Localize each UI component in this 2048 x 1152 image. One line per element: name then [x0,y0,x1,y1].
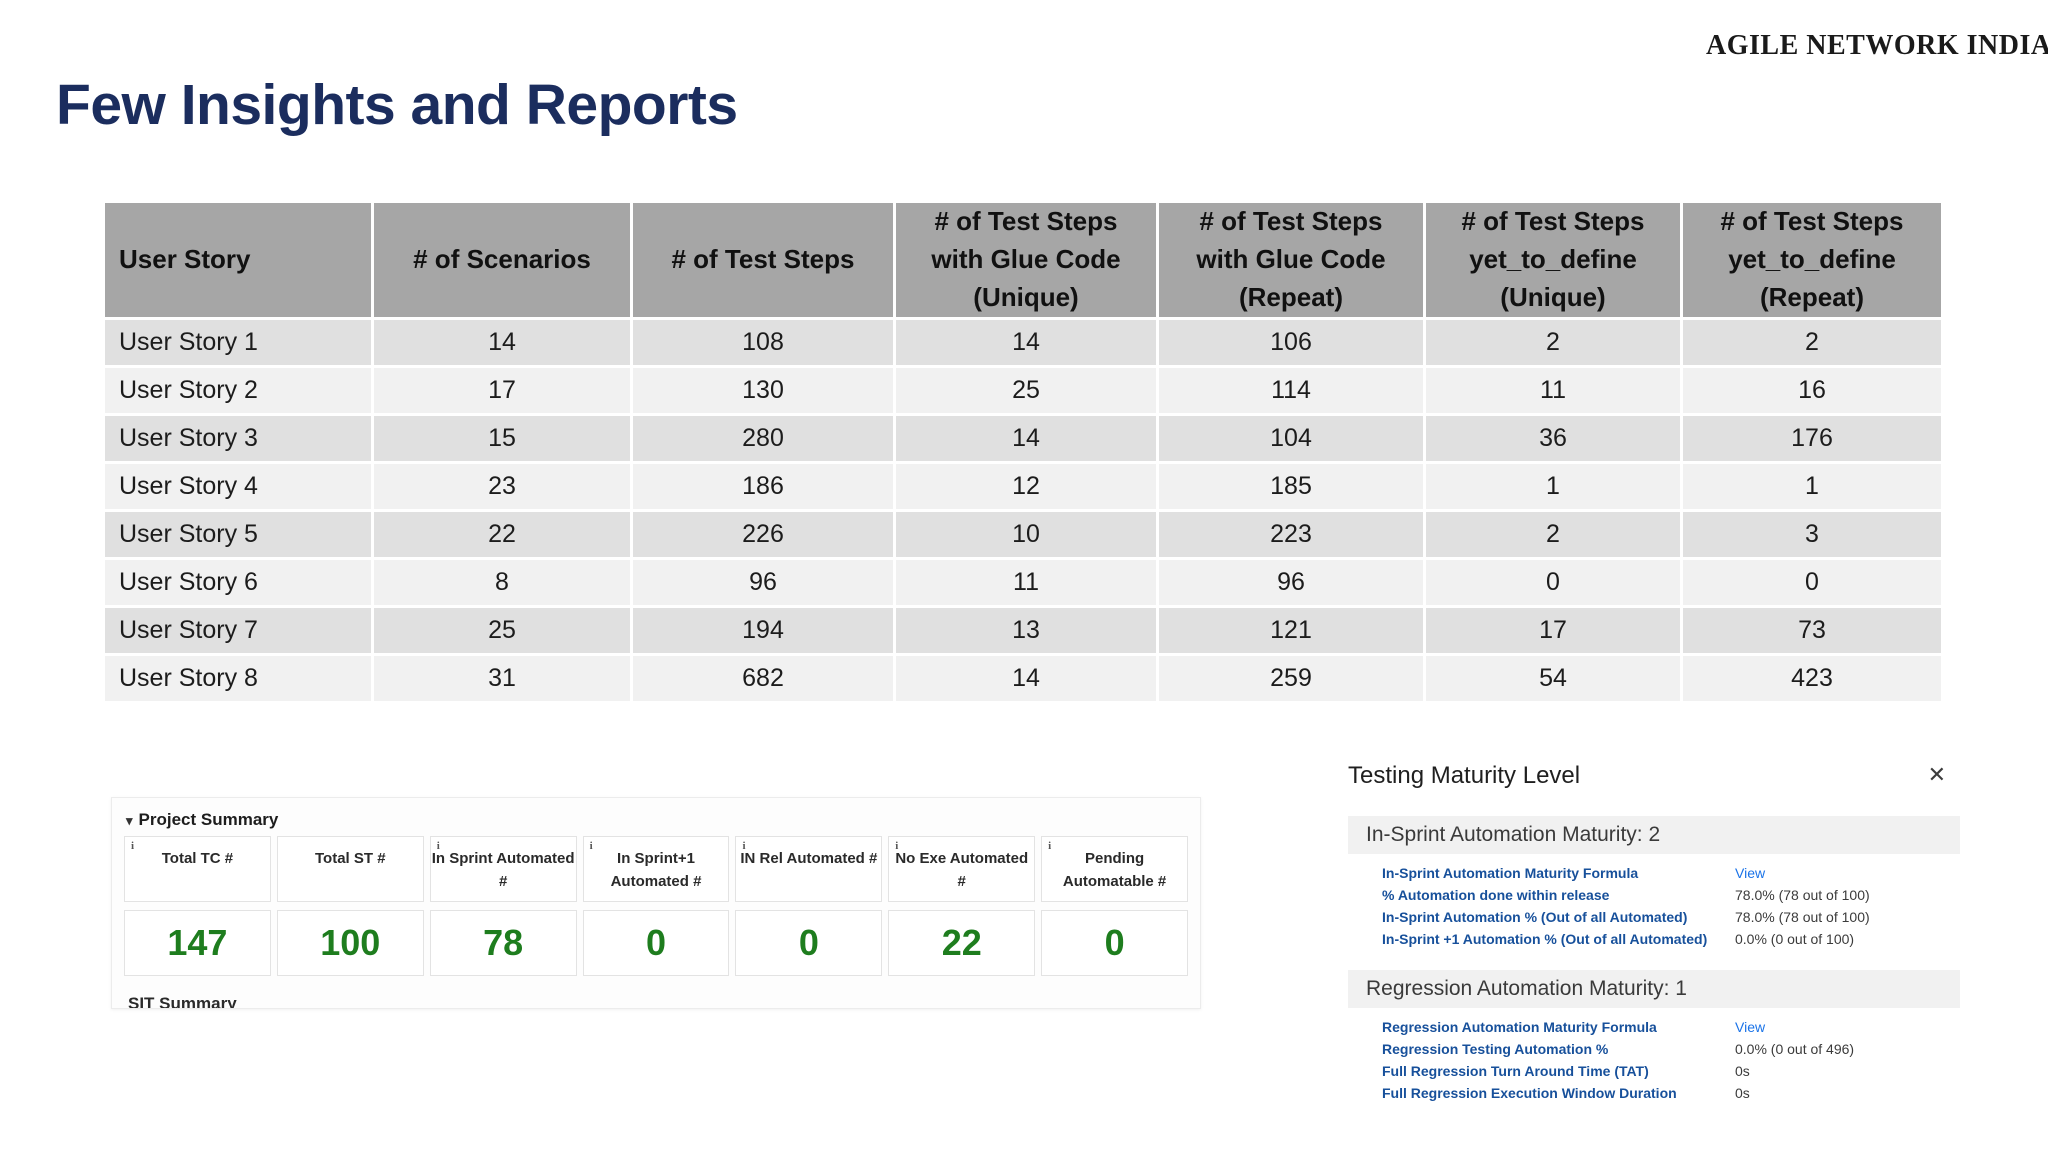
info-icon[interactable]: i [742,840,746,852]
table-header-row: User Story # of Scenarios # of Test Step… [105,203,1941,317]
summary-value-cards: 147 100 78 0 0 22 0 [124,910,1189,976]
info-icon[interactable]: i [436,840,440,852]
value-total-st: 100 [276,910,424,976]
card-total-tc: i Total TC # [124,836,271,902]
value-in-rel-automated: 0 [735,910,883,976]
value-no-exe-automated: 22 [888,910,1036,976]
column-header-scenarios: # of Scenarios [374,203,630,317]
page-title: Few Insights and Reports [56,73,738,137]
metric-row: In-Sprint +1 Automation % (Out of all Au… [1382,931,1855,947]
info-icon[interactable]: i [131,840,135,852]
metric-row: In-Sprint Automation % (Out of all Autom… [1382,909,1870,925]
metric-row: Regression Testing Automation % 0.0% (0 … [1382,1041,1855,1057]
value-pending-automatable: 0 [1041,910,1189,976]
sit-summary-clipped-header[interactable]: SIT Summary [128,994,237,1009]
card-in-sprint-plus1-automated: i In Sprint+1 Automated # [582,836,730,902]
column-header-user-story: User Story [105,203,371,317]
metric-row: Full Regression Execution Window Duratio… [1382,1085,1750,1101]
column-header-glue-unique: # of Test Steps with Glue Code (Unique) [896,203,1156,317]
card-in-sprint-automated: i In Sprint Automated # [429,836,577,902]
chevron-down-icon[interactable]: ▾ [126,813,133,828]
table-row: User Story 5 22 226 10 223 2 3 [105,512,1941,557]
close-icon[interactable]: ✕ [1927,762,1946,787]
table-row: User Story 4 23 186 12 185 1 1 [105,464,1941,509]
column-header-ytd-repeat: # of Test Steps yet_to_define (Repeat) [1683,203,1941,317]
card-no-exe-automated: i No Exe Automated # [888,836,1036,902]
metric-row: Regression Automation Maturity Formula V… [1348,1016,1960,1038]
info-icon[interactable]: i [1048,840,1052,852]
value-total-tc: 147 [124,910,271,976]
info-icon[interactable]: i [589,840,593,852]
card-pending-automatable: i Pending Automatable # [1041,836,1189,902]
summary-label-cards: i Total TC # Total ST # i In Sprint Auto… [124,836,1189,902]
card-total-st: Total ST # [276,836,424,902]
value-in-sprint-automated: 78 [429,910,577,976]
regression-maturity-rows: Regression Automation Maturity Formula V… [1348,1016,1960,1104]
project-summary-title: Project Summary [138,810,279,829]
user-story-table: User Story # of Scenarios # of Test Step… [102,200,1944,704]
brand-logo-text: AGILE NETWORK INDIA [1706,30,2048,61]
column-header-test-steps: # of Test Steps [633,203,893,317]
card-in-rel-automated: i IN Rel Automated # [735,836,883,902]
panel-title: Testing Maturity Level [1348,762,1581,789]
table-row: User Story 7 25 194 13 121 17 73 [105,608,1941,653]
in-sprint-maturity-rows: In-Sprint Automation Maturity Formula Vi… [1348,862,1960,950]
column-header-ytd-unique: # of Test Steps yet_to_define (Unique) [1426,203,1680,317]
metric-row: % Automation done within release 78.0% (… [1382,887,1870,903]
project-summary-widget: ▾ Project Summary i Total TC # Total ST #… [111,797,1201,1009]
table-row: User Story 8 31 682 14 259 54 423 [105,656,1941,701]
regression-maturity-section-header: Regression Automation Maturity: 1 [1348,970,1960,1008]
testing-maturity-panel: Testing Maturity Level ✕ In-Sprint Autom… [1348,762,1960,1104]
table-row: User Story 3 15 280 14 104 36 176 [105,416,1941,461]
view-link[interactable]: View [1735,865,1766,881]
metric-row: Full Regression Turn Around Time (TAT) 0… [1382,1063,1750,1079]
view-link[interactable]: View [1735,1019,1766,1035]
info-icon[interactable]: i [895,840,899,852]
in-sprint-maturity-section-header: In-Sprint Automation Maturity: 2 [1348,816,1960,854]
value-in-sprint-plus1-automated: 0 [582,910,730,976]
table-row: User Story 6 8 96 11 96 0 0 [105,560,1941,605]
metric-row: In-Sprint Automation Maturity Formula Vi… [1348,862,1960,884]
project-summary-header[interactable]: ▾ Project Summary [126,810,278,830]
table-row: User Story 1 14 108 14 106 2 2 [105,320,1941,365]
column-header-glue-repeat: # of Test Steps with Glue Code (Repeat) [1159,203,1423,317]
table-row: User Story 2 17 130 25 114 11 16 [105,368,1941,413]
